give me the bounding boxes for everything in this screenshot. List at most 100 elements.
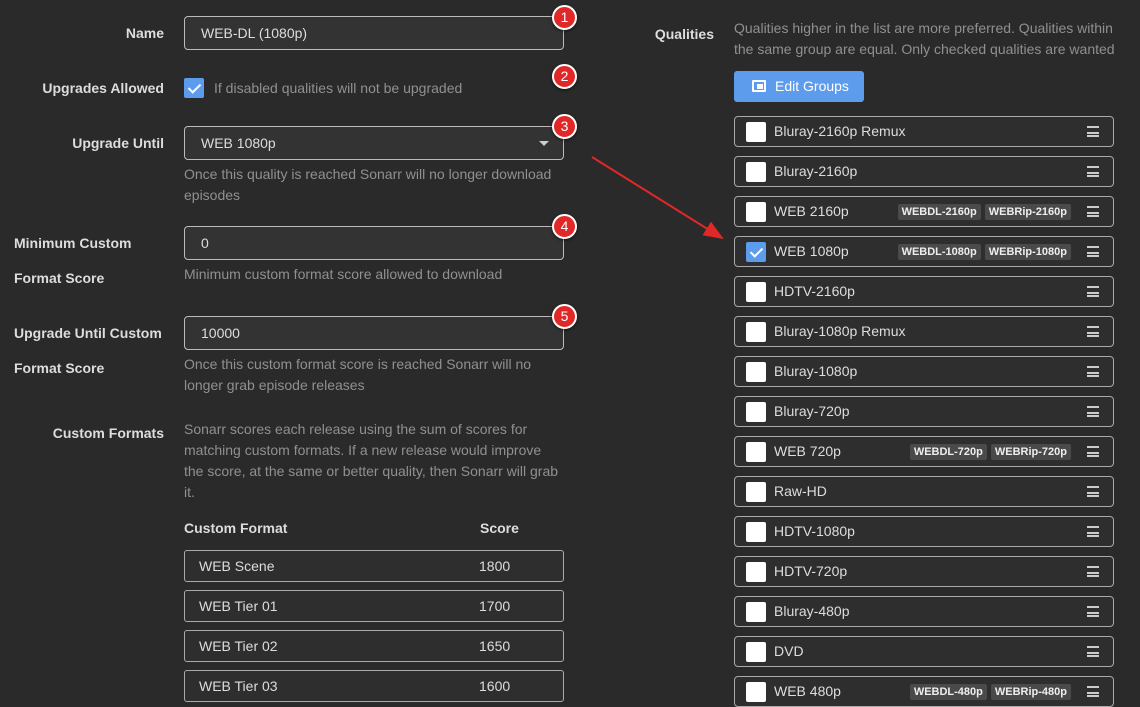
- quality-tag: WEBDL-2160p: [897, 204, 981, 220]
- upgrade-until-label: Upgrade Until: [72, 135, 164, 151]
- quality-row[interactable]: Bluray-1080p: [734, 356, 1114, 387]
- quality-name: Bluray-2160p Remux: [774, 123, 906, 139]
- quality-row[interactable]: WEB 1080p WEBDL-1080p WEBRip-1080p: [734, 236, 1114, 267]
- quality-checkbox[interactable]: [746, 602, 766, 622]
- quality-tag: WEBDL-720p: [909, 444, 987, 460]
- quality-row[interactable]: WEB 720p WEBDL-720p WEBRip-720p: [734, 436, 1114, 467]
- custom-format-row[interactable]: WEB Tier 02 1650: [184, 630, 564, 662]
- name-label: Name: [125, 25, 164, 41]
- annotation-badge: 1: [552, 5, 577, 30]
- custom-format-score: 1600: [479, 678, 511, 694]
- quality-checkbox[interactable]: [746, 242, 766, 262]
- chevron-down-icon: [539, 141, 549, 146]
- quality-name: HDTV-1080p: [774, 523, 855, 539]
- quality-checkbox[interactable]: [746, 162, 766, 182]
- until-score-input[interactable]: 10000: [184, 316, 564, 350]
- quality-row[interactable]: Bluray-480p: [734, 596, 1114, 627]
- upgrades-allowed-label: Upgrades Allowed: [42, 80, 164, 96]
- edit-groups-label: Edit Groups: [775, 78, 849, 94]
- quality-tag: WEBDL-480p: [909, 684, 987, 700]
- quality-name: Bluray-480p: [774, 603, 850, 619]
- until-score-help: Once this custom format score is reached…: [184, 356, 532, 393]
- quality-name: WEB 2160p: [774, 203, 849, 219]
- custom-format-row[interactable]: WEB Tier 01 1700: [184, 590, 564, 622]
- min-score-label-2: Format Score: [14, 270, 105, 286]
- edit-groups-button[interactable]: Edit Groups: [734, 71, 864, 102]
- quality-tag: WEBRip-720p: [990, 444, 1071, 460]
- drag-handle-icon[interactable]: [1087, 686, 1099, 697]
- min-score-label: Minimum Custom: [14, 235, 132, 251]
- annotation-badge: 5: [552, 304, 577, 329]
- drag-handle-icon[interactable]: [1087, 606, 1099, 617]
- drag-handle-icon[interactable]: [1087, 446, 1099, 457]
- until-score-label-2: Format Score: [14, 360, 105, 376]
- quality-checkbox[interactable]: [746, 682, 766, 702]
- custom-formats-label: Custom Formats: [52, 425, 164, 441]
- quality-checkbox[interactable]: [746, 442, 766, 462]
- quality-row[interactable]: HDTV-2160p: [734, 276, 1114, 307]
- custom-formats-help: Sonarr scores each release using the sum…: [184, 421, 559, 500]
- edit-groups-icon: [752, 80, 766, 92]
- quality-checkbox[interactable]: [746, 202, 766, 222]
- drag-handle-icon[interactable]: [1087, 406, 1099, 417]
- quality-row[interactable]: Bluray-720p: [734, 396, 1114, 427]
- upgrade-until-value: WEB 1080p: [201, 135, 276, 151]
- quality-checkbox[interactable]: [746, 362, 766, 382]
- upgrade-until-select[interactable]: WEB 1080p: [184, 126, 564, 160]
- drag-handle-icon[interactable]: [1087, 326, 1099, 337]
- drag-handle-icon[interactable]: [1087, 166, 1099, 177]
- quality-checkbox[interactable]: [746, 282, 766, 302]
- quality-row[interactable]: HDTV-1080p: [734, 516, 1114, 547]
- qualities-help: Qualities higher in the list are more pr…: [734, 20, 1115, 57]
- quality-checkbox[interactable]: [746, 522, 766, 542]
- min-score-help: Minimum custom format score allowed to d…: [184, 266, 503, 282]
- cf-col-score: Score: [480, 520, 519, 536]
- quality-row[interactable]: Bluray-1080p Remux: [734, 316, 1114, 347]
- name-input[interactable]: WEB-DL (1080p): [184, 16, 564, 50]
- quality-checkbox[interactable]: [746, 642, 766, 662]
- quality-name: DVD: [774, 643, 804, 659]
- drag-handle-icon[interactable]: [1087, 206, 1099, 217]
- qualities-label: Qualities: [654, 26, 714, 42]
- custom-format-name: WEB Tier 03: [199, 678, 278, 694]
- quality-row[interactable]: WEB 480p WEBDL-480p WEBRip-480p: [734, 676, 1114, 707]
- drag-handle-icon[interactable]: [1087, 246, 1099, 257]
- annotation-badge: 3: [552, 114, 577, 139]
- quality-name: WEB 480p: [774, 683, 841, 699]
- drag-handle-icon[interactable]: [1087, 126, 1099, 137]
- quality-name: HDTV-720p: [774, 563, 848, 579]
- drag-handle-icon[interactable]: [1087, 526, 1099, 537]
- quality-name: WEB 720p: [774, 443, 841, 459]
- quality-row[interactable]: Bluray-2160p Remux: [734, 116, 1114, 147]
- quality-checkbox[interactable]: [746, 402, 766, 422]
- quality-tag: WEBDL-1080p: [897, 244, 981, 260]
- custom-format-row[interactable]: WEB Tier 03 1600: [184, 670, 564, 702]
- quality-checkbox[interactable]: [746, 562, 766, 582]
- drag-handle-icon[interactable]: [1087, 646, 1099, 657]
- drag-handle-icon[interactable]: [1087, 366, 1099, 377]
- quality-row[interactable]: Raw-HD: [734, 476, 1114, 507]
- quality-row[interactable]: HDTV-720p: [734, 556, 1114, 587]
- quality-tag: WEBRip-2160p: [984, 204, 1071, 220]
- quality-checkbox[interactable]: [746, 482, 766, 502]
- quality-checkbox[interactable]: [746, 322, 766, 342]
- upgrades-allowed-checkbox[interactable]: [184, 78, 204, 98]
- quality-row[interactable]: Bluray-2160p: [734, 156, 1114, 187]
- quality-checkbox[interactable]: [746, 122, 766, 142]
- quality-row[interactable]: WEB 2160p WEBDL-2160p WEBRip-2160p: [734, 196, 1114, 227]
- custom-format-name: WEB Tier 02: [199, 638, 278, 654]
- drag-handle-icon[interactable]: [1087, 486, 1099, 497]
- custom-format-name: WEB Tier 01: [199, 598, 278, 614]
- cf-col-name: Custom Format: [184, 520, 288, 536]
- custom-format-score: 1650: [479, 638, 511, 654]
- custom-format-row[interactable]: WEB Scene 1800: [184, 550, 564, 582]
- quality-name: Bluray-2160p: [774, 163, 858, 179]
- custom-format-score: 1800: [479, 558, 511, 574]
- drag-handle-icon[interactable]: [1087, 566, 1099, 577]
- min-score-input[interactable]: 0: [184, 226, 564, 260]
- quality-row[interactable]: DVD: [734, 636, 1114, 667]
- until-score-label: Upgrade Until Custom: [14, 325, 162, 341]
- quality-name: Bluray-1080p Remux: [774, 323, 906, 339]
- drag-handle-icon[interactable]: [1087, 286, 1099, 297]
